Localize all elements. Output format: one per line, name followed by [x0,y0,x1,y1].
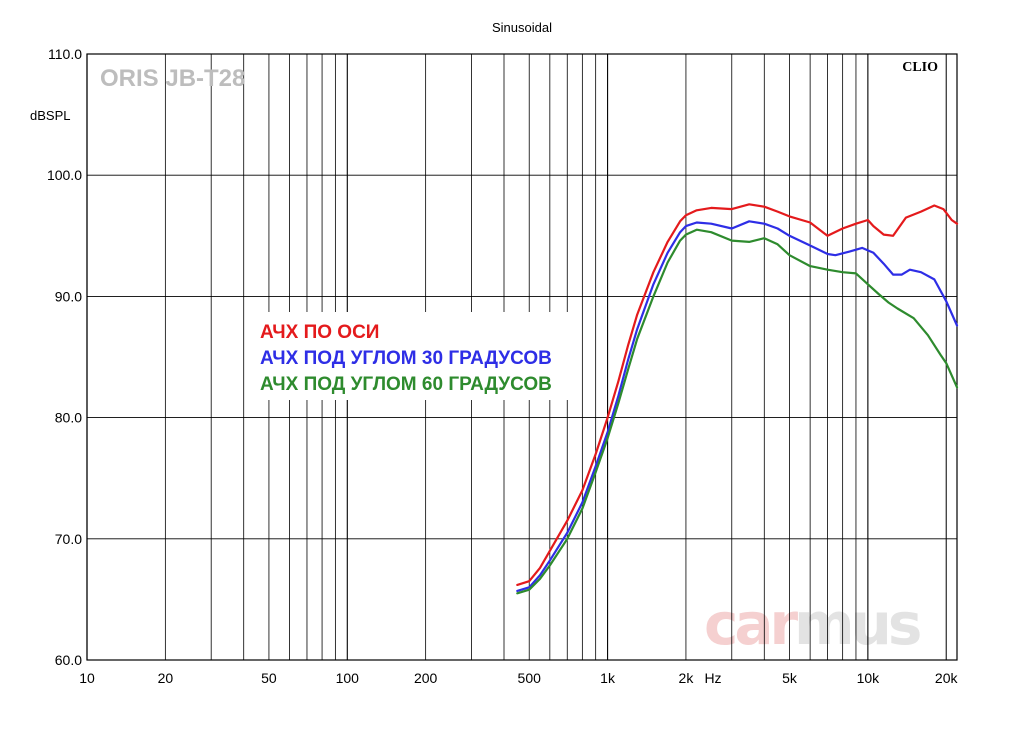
y-tick-label: 70.0 [55,531,82,547]
x-tick-label: 500 [518,670,542,686]
x-tick-label: 5k [782,670,798,686]
x-tick-label: 200 [414,670,438,686]
legend: АЧХ ПО ОСИ АЧХ ПОД УГЛОМ 30 ГРАДУСОВ АЧХ П… [252,312,578,400]
model-label: ORIS JB-T28 [100,65,245,92]
y-axis-label: dBSPL [30,108,70,123]
chart-title: Sinusoidal [492,20,552,35]
x-tick-label: 2k [679,670,695,686]
legend-background [252,312,578,400]
svg-text:carmus: carmus [704,590,920,658]
y-tick-label: 90.0 [55,288,82,304]
brand-label: CLIO [902,60,938,75]
legend-entry-3: АЧХ ПОД УГЛОМ 60 ГРАДУСОВ [260,374,552,395]
carmus-watermark: carmus [704,590,924,658]
x-tick-label: 20k [935,670,959,686]
y-tick-labels: 60.0 70.0 80.0 90.0 100.0 110.0 [47,46,82,668]
y-tick-label: 60.0 [55,652,82,668]
y-tick-label: 80.0 [55,410,82,426]
series-line-3 [516,228,959,595]
series-lines [516,203,959,595]
x-tick-label: 20 [158,670,174,686]
series-line-1 [516,203,959,586]
x-tick-label: 1k [600,670,616,686]
x-tick-label: 50 [261,670,277,686]
watermark-mus: mus [794,590,920,658]
x-axis-unit: Hz [704,670,721,686]
y-tick-label: 110.0 [48,46,82,62]
x-tick-label: 10 [79,670,95,686]
x-tick-label: 100 [336,670,360,686]
x-tick-labels: 10 20 50 100 200 500 1k 2k 5k 10k 20k [79,670,958,686]
legend-entry-2: АЧХ ПОД УГЛОМ 30 ГРАДУСОВ [260,348,552,369]
watermark-car: car [704,590,799,658]
y-tick-label: 100.0 [47,167,82,183]
series-line-2 [516,220,959,592]
x-tick-label: 10k [857,670,881,686]
legend-entry-1: АЧХ ПО ОСИ [260,322,379,343]
plot-frame [86,53,958,661]
